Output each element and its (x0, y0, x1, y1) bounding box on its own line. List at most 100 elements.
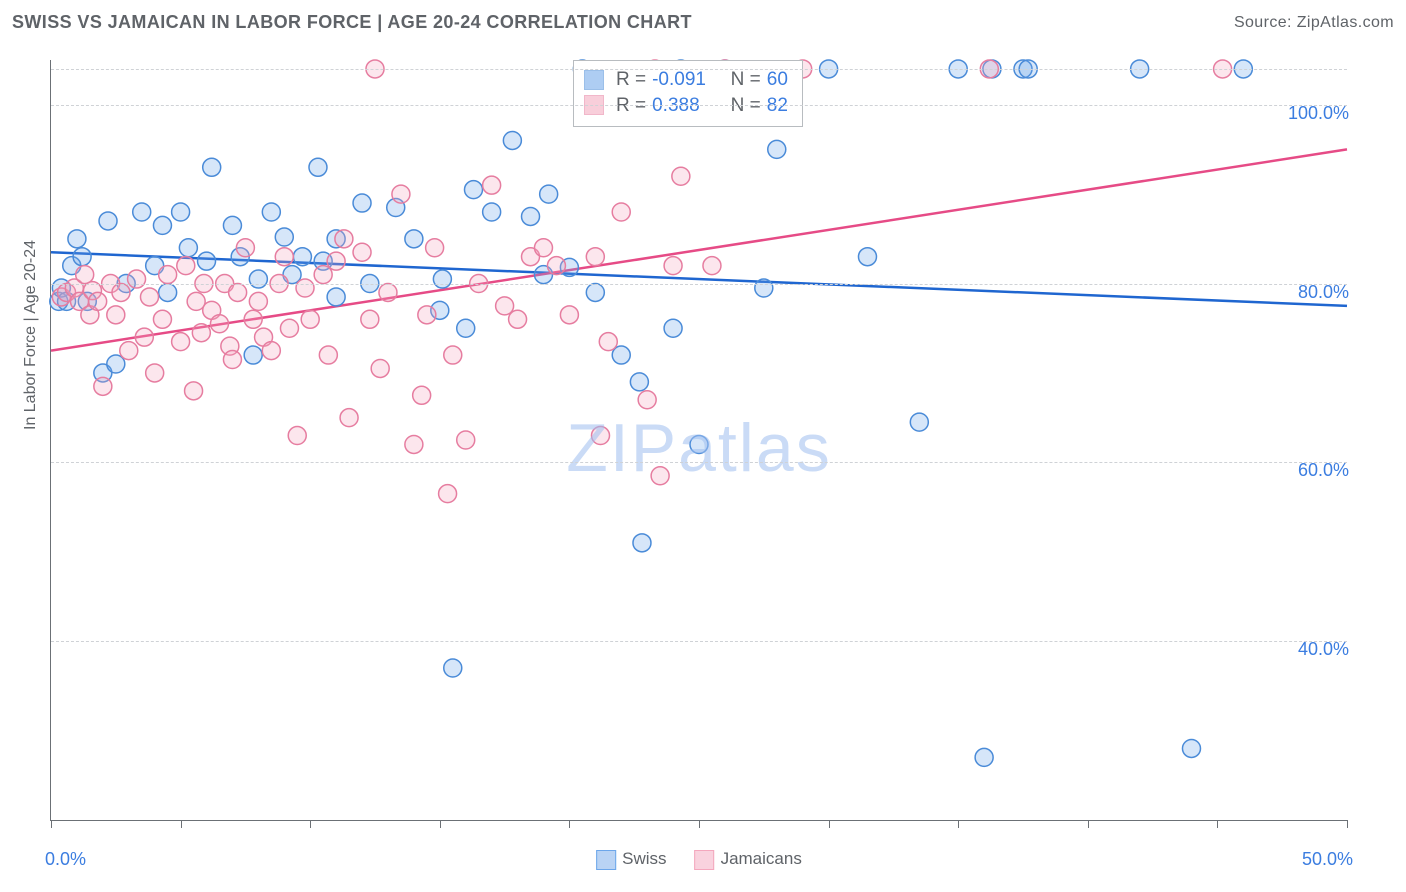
x-tick-mark (699, 820, 700, 828)
point-jamaican (340, 409, 358, 427)
point-jamaican (296, 279, 314, 297)
corr-R-value: -0.091 (652, 67, 714, 93)
point-jamaican (371, 359, 389, 377)
legend-swatch-icon (596, 850, 616, 870)
x-tick-mark (51, 820, 52, 828)
point-jamaican (547, 257, 565, 275)
point-swiss (540, 185, 558, 203)
point-jamaican (236, 239, 254, 257)
point-swiss (249, 270, 267, 288)
x-tick-mark (1217, 820, 1218, 828)
point-swiss (244, 346, 262, 364)
point-swiss (433, 270, 451, 288)
x-tick-mark (1088, 820, 1089, 828)
legend-label: Jamaicans (721, 849, 802, 868)
y-tick-label: 40.0% (1298, 639, 1349, 660)
point-jamaican (223, 351, 241, 369)
point-jamaican (638, 391, 656, 409)
point-jamaican (146, 364, 164, 382)
point-jamaican (210, 315, 228, 333)
point-jamaican (418, 306, 436, 324)
point-jamaican (405, 435, 423, 453)
point-swiss (768, 140, 786, 158)
point-swiss (99, 212, 117, 230)
grid-line (51, 105, 1347, 106)
point-jamaican (120, 342, 138, 360)
point-swiss (405, 230, 423, 248)
y-axis-label: In Labor Force | Age 20-24 (22, 240, 40, 430)
point-swiss (68, 230, 86, 248)
correlation-legend: R = -0.091 N = 60R = 0.388 N = 82 (573, 60, 803, 127)
point-jamaican (439, 485, 457, 503)
point-jamaican (244, 310, 262, 328)
bottom-legend: Swiss Jamaicans (596, 849, 802, 870)
point-swiss (690, 435, 708, 453)
point-jamaican (703, 257, 721, 275)
point-swiss (203, 158, 221, 176)
x-tick-label: 50.0% (1302, 849, 1353, 870)
point-jamaican (335, 230, 353, 248)
point-jamaican (651, 467, 669, 485)
point-jamaican (457, 431, 475, 449)
corr-row-swiss: R = -0.091 N = 60 (584, 67, 788, 93)
point-swiss (975, 748, 993, 766)
grid-line (51, 462, 1347, 463)
point-jamaican (140, 288, 158, 306)
point-jamaican (280, 319, 298, 337)
point-jamaican (599, 333, 617, 351)
point-jamaican (586, 248, 604, 266)
point-jamaican (172, 333, 190, 351)
point-jamaican (262, 342, 280, 360)
point-swiss (198, 252, 216, 270)
point-swiss (1182, 739, 1200, 757)
point-swiss (633, 534, 651, 552)
y-tick-label: 60.0% (1298, 460, 1349, 481)
point-jamaican (94, 377, 112, 395)
y-tick-label: 80.0% (1298, 282, 1349, 303)
point-jamaican (159, 266, 177, 284)
point-swiss (309, 158, 327, 176)
point-swiss (457, 319, 475, 337)
legend-label: Swiss (622, 849, 666, 868)
point-jamaican (89, 292, 107, 310)
corr-N-label: N = (720, 67, 761, 93)
point-swiss (262, 203, 280, 221)
source-label: Source: ZipAtlas.com (1234, 14, 1394, 32)
point-jamaican (361, 310, 379, 328)
point-swiss (275, 228, 293, 246)
point-swiss (586, 283, 604, 301)
point-swiss (858, 248, 876, 266)
point-jamaican (612, 203, 630, 221)
grid-line (51, 69, 1347, 70)
point-jamaican (672, 167, 690, 185)
point-swiss (910, 413, 928, 431)
grid-line (51, 641, 1347, 642)
point-swiss (755, 279, 773, 297)
point-swiss (153, 216, 171, 234)
point-swiss (172, 203, 190, 221)
corr-R-label: R = (616, 67, 646, 93)
point-jamaican (483, 176, 501, 194)
swatch-swiss-icon (584, 70, 604, 90)
point-jamaican (560, 306, 578, 324)
point-swiss (223, 216, 241, 234)
y-tick-label: 100.0% (1288, 103, 1349, 124)
x-tick-mark (829, 820, 830, 828)
legend-swatch-icon (695, 850, 715, 870)
point-jamaican (327, 252, 345, 270)
point-jamaican (379, 283, 397, 301)
point-jamaican (426, 239, 444, 257)
corr-N-value: 60 (767, 67, 788, 93)
point-jamaican (392, 185, 410, 203)
point-jamaican (288, 427, 306, 445)
point-swiss (444, 659, 462, 677)
point-swiss (483, 203, 501, 221)
point-swiss (159, 283, 177, 301)
point-jamaican (664, 257, 682, 275)
point-jamaican (413, 386, 431, 404)
x-tick-mark (569, 820, 570, 828)
point-jamaican (135, 328, 153, 346)
point-jamaican (319, 346, 337, 364)
point-jamaican (107, 306, 125, 324)
x-tick-mark (181, 820, 182, 828)
